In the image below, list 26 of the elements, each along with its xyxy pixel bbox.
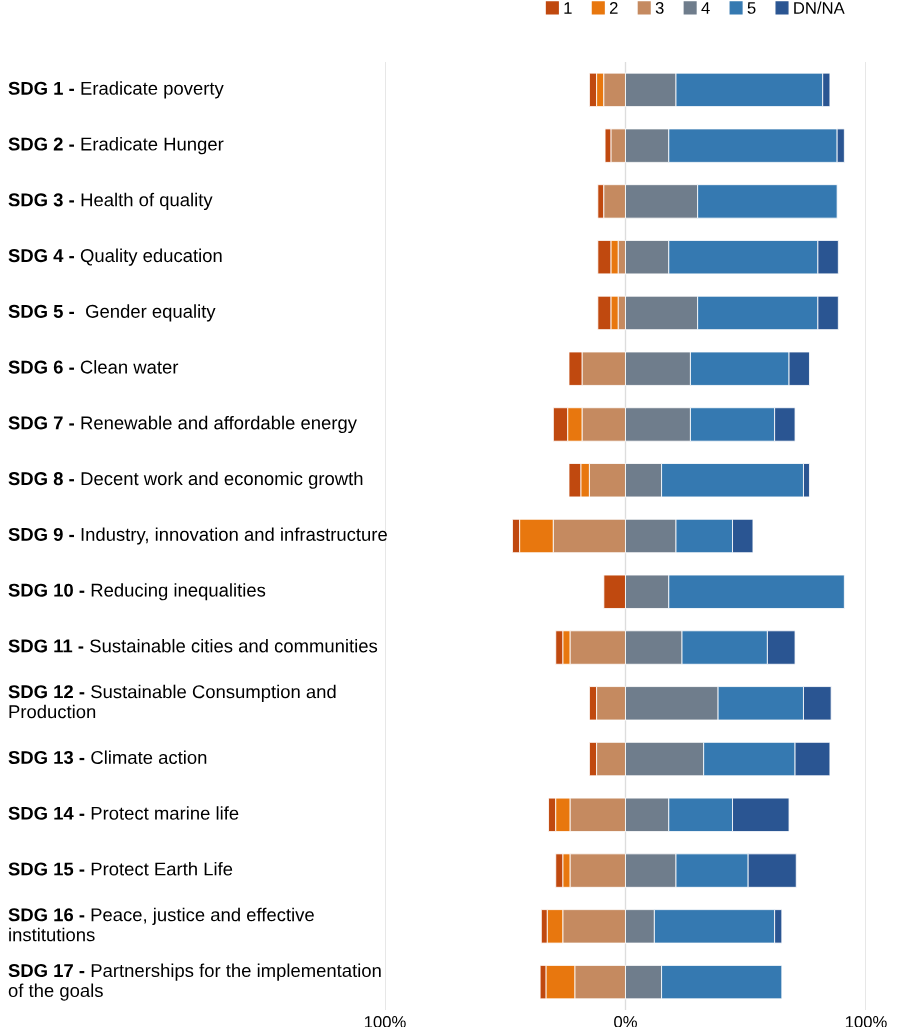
y-tick-label: SDG 1 - Eradicate poverty bbox=[8, 81, 224, 99]
y-tick-label: SDG 11 - Sustainable cities and communities bbox=[8, 638, 378, 653]
y-tick-label: SDG 10 - Reducing inequalities bbox=[8, 583, 266, 601]
y-tick-label: SDG 15 - Protect Earth Life bbox=[8, 861, 233, 876]
y-tick-label: SDG 13 - Climate action bbox=[8, 750, 207, 765]
y-tick-label: SDG 6 - Clean water bbox=[8, 360, 179, 374]
y-tick-label: SDG 17 - Partnerships for the implementation of the goals bbox=[8, 963, 381, 1001]
legend-label: 2 bbox=[609, 2, 618, 14]
y-tick-label: SDG 2 - Eradicate Hunger bbox=[8, 137, 224, 155]
y-tick-label: SDG 8 - Decent work and economic growth bbox=[8, 471, 363, 489]
y-tick-label: SDG 3 - Health of quality bbox=[8, 192, 213, 211]
legend-label: 1 bbox=[564, 2, 572, 14]
x-tick-label: 100% bbox=[845, 1016, 887, 1027]
legend-label: 5 bbox=[747, 2, 756, 14]
x-tick-label: 100% bbox=[364, 1016, 406, 1027]
y-tick-label: SDG 9 - Industry, innovation and infrastructure bbox=[8, 527, 387, 545]
y-tick-label: SDG 7 - Renewable and affordable energy bbox=[8, 415, 357, 434]
y-tick-label: SDG 5 - Gender equality bbox=[8, 304, 216, 322]
legend-label: 3 bbox=[655, 2, 664, 14]
y-tick-label: SDG 16 - Peace, justice and effective institutions bbox=[8, 907, 314, 942]
y-tick-label: SDG 12 - Sustainable Consumption and Production bbox=[8, 684, 336, 719]
y-tick-label: SDG 4 - Quality education bbox=[8, 248, 222, 266]
legend-label: DN/NA bbox=[794, 1, 845, 14]
legend-label: 4 bbox=[701, 2, 710, 14]
x-tick-label: 0% bbox=[614, 1016, 637, 1027]
y-tick-label: SDG 14 - Protect marine life bbox=[8, 806, 239, 820]
